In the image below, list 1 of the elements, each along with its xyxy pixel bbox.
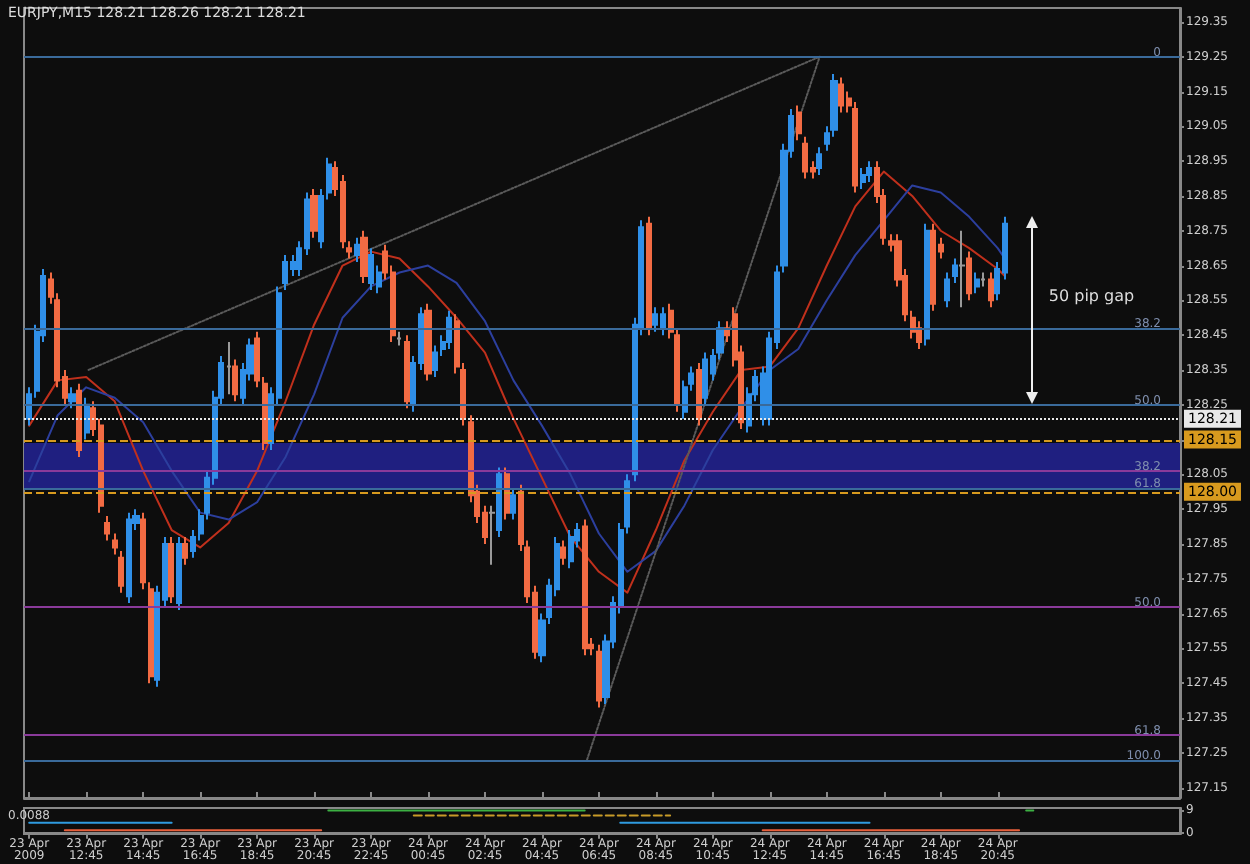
annotation: 50 pip gap	[1048, 287, 1135, 306]
